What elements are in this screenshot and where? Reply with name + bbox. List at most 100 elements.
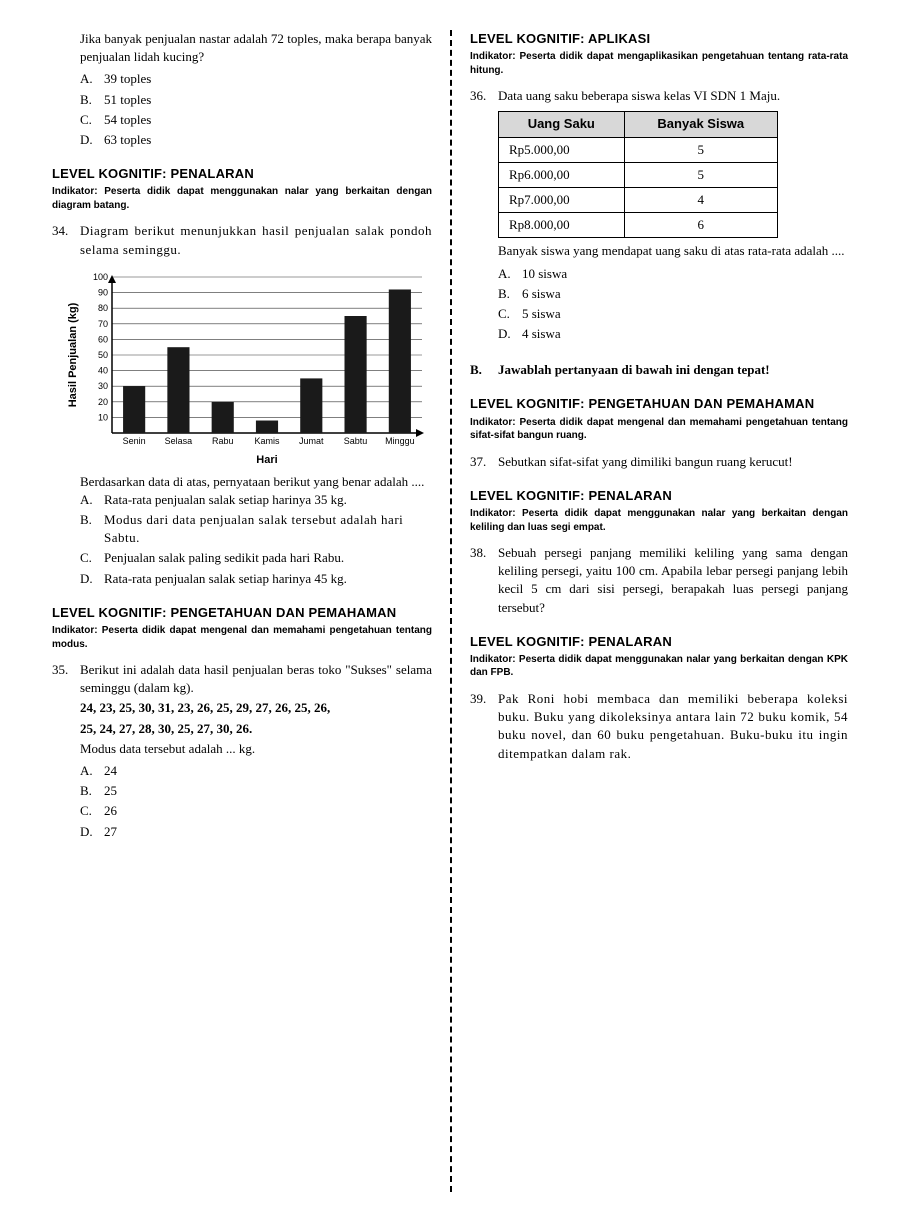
indikator-text: Indikator: Peserta didik dapat menggunak…	[470, 653, 848, 680]
intro-question: Jika banyak penjualan nastar adalah 72 t…	[80, 30, 432, 66]
q35-data1: 24, 23, 25, 30, 31, 23, 26, 25, 29, 27, …	[80, 699, 432, 717]
opt-letter: D.	[80, 823, 104, 841]
q36-text: Data uang saku beberapa siswa kelas VI S…	[498, 87, 848, 105]
question-36: 36. Data uang saku beberapa siswa kelas …	[470, 87, 848, 105]
opt-text: 27	[104, 823, 432, 841]
cell: 6	[624, 213, 777, 238]
svg-text:Minggu: Minggu	[385, 436, 415, 446]
question-37: 37. Sebutkan sifat-sifat yang dimiliki b…	[470, 453, 848, 471]
col-header: Uang Saku	[499, 112, 625, 137]
q38-text: Sebuah persegi panjang memiliki keliling…	[498, 544, 848, 617]
qnum: 37.	[470, 453, 498, 471]
opt-letter: B.	[498, 285, 522, 303]
svg-text:50: 50	[98, 350, 108, 360]
cell: Rp7.000,00	[499, 187, 625, 212]
opt-text: 10 siswa	[522, 265, 848, 283]
section-b: B. Jawablah pertanyaan di bawah ini deng…	[470, 361, 848, 379]
level-heading: LEVEL KOGNITIF: APLIKASI	[470, 30, 848, 48]
cell: 5	[624, 162, 777, 187]
right-column: LEVEL KOGNITIF: APLIKASI Indikator: Pese…	[450, 30, 860, 1192]
q34-options: A.Rata-rata penjualan salak setiap harin…	[80, 491, 432, 588]
opt-text: Modus dari data penjualan salak tersebut…	[104, 511, 432, 547]
list-item: A.10 siswa	[498, 265, 848, 283]
svg-text:20: 20	[98, 396, 108, 406]
opt-letter: A.	[80, 491, 104, 509]
indikator-text: Indikator: Peserta didik dapat menggunak…	[470, 507, 848, 534]
intro-options: A.39 toples B.51 toples C.54 toples D.63…	[80, 70, 432, 149]
qnum: 36.	[470, 87, 498, 105]
indikator-text: Indikator: Peserta didik dapat mengaplik…	[470, 50, 848, 77]
q34-text: Diagram berikut menunjukkan hasil penjua…	[80, 222, 432, 258]
opt-letter: C.	[80, 802, 104, 820]
svg-text:Hari: Hari	[256, 454, 277, 466]
opt-letter: D.	[80, 131, 104, 149]
svg-text:10: 10	[98, 412, 108, 422]
secB-text: Jawablah pertanyaan di bawah ini dengan …	[498, 361, 848, 379]
q36-options: A.10 siswa B.6 siswa C.5 siswa D.4 siswa	[498, 265, 848, 344]
opt-text: 26	[104, 802, 432, 820]
opt-text: Penjualan salak paling sedikit pada hari…	[104, 549, 432, 567]
list-item: A.24	[80, 762, 432, 780]
svg-text:40: 40	[98, 365, 108, 375]
question-35: 35. Berikut ini adalah data hasil penjua…	[52, 661, 432, 697]
uang-saku-table: Uang Saku Banyak Siswa Rp5.000,005 Rp6.0…	[498, 111, 848, 238]
indikator-text: Indikator: Peserta didik dapat mengenal …	[470, 416, 848, 443]
list-item: B.51 toples	[80, 91, 432, 109]
opt-letter: C.	[80, 549, 104, 567]
opt-text: 63 toples	[104, 131, 432, 149]
qnum: 39.	[470, 690, 498, 763]
qnum: 34.	[52, 222, 80, 258]
list-item: B.6 siswa	[498, 285, 848, 303]
q35-options: A.24 B.25 C.26 D.27	[80, 762, 432, 841]
list-item: D.63 toples	[80, 131, 432, 149]
left-column: Jika banyak penjualan nastar adalah 72 t…	[40, 30, 450, 1192]
secB-letter: B.	[470, 361, 498, 379]
svg-text:Kamis: Kamis	[254, 436, 280, 446]
svg-text:80: 80	[98, 303, 108, 313]
svg-text:Hasil Penjualan (kg): Hasil Penjualan (kg)	[67, 302, 79, 407]
opt-text: 51 toples	[104, 91, 432, 109]
opt-text: 6 siswa	[522, 285, 848, 303]
opt-text: 39 toples	[104, 70, 432, 88]
q34-post: Berdasarkan data di atas, pernyataan ber…	[80, 473, 432, 491]
svg-text:Jumat: Jumat	[299, 436, 324, 446]
list-item: C.54 toples	[80, 111, 432, 129]
qnum: 38.	[470, 544, 498, 617]
level-heading: LEVEL KOGNITIF: PENALARAN	[470, 633, 848, 651]
list-item: B.Modus dari data penjualan salak terseb…	[80, 511, 432, 547]
list-item: C.5 siswa	[498, 305, 848, 323]
svg-text:60: 60	[98, 334, 108, 344]
opt-letter: A.	[80, 70, 104, 88]
cell: Rp5.000,00	[499, 137, 625, 162]
svg-text:30: 30	[98, 381, 108, 391]
opt-letter: C.	[498, 305, 522, 323]
bar-chart: 102030405060708090100SeninSelasaRabuKami…	[62, 267, 432, 467]
opt-letter: B.	[80, 91, 104, 109]
question-38: 38. Sebuah persegi panjang memiliki keli…	[470, 544, 848, 617]
list-item: A.Rata-rata penjualan salak setiap harin…	[80, 491, 432, 509]
q35-ask: Modus data tersebut adalah ... kg.	[80, 740, 432, 758]
list-item: D.Rata-rata penjualan salak setiap harin…	[80, 570, 432, 588]
opt-text: Rata-rata penjualan salak setiap harinya…	[104, 491, 432, 509]
opt-text: 25	[104, 782, 432, 800]
opt-text: 54 toples	[104, 111, 432, 129]
level-heading: LEVEL KOGNITIF: PENGETAHUAN DAN PEMAHAMA…	[470, 395, 848, 413]
svg-text:Rabu: Rabu	[212, 436, 234, 446]
opt-letter: B.	[80, 511, 104, 547]
indikator-text: Indikator: Peserta didik dapat mengenal …	[52, 624, 432, 651]
list-item: C.26	[80, 802, 432, 820]
cell: 4	[624, 187, 777, 212]
qnum: 35.	[52, 661, 80, 697]
level-heading: LEVEL KOGNITIF: PENALARAN	[52, 165, 432, 183]
opt-text: 4 siswa	[522, 325, 848, 343]
svg-text:70: 70	[98, 318, 108, 328]
svg-text:90: 90	[98, 287, 108, 297]
q36-post: Banyak siswa yang mendapat uang saku di …	[498, 242, 848, 260]
opt-letter: D.	[498, 325, 522, 343]
list-item: D.4 siswa	[498, 325, 848, 343]
opt-letter: D.	[80, 570, 104, 588]
cell: Rp6.000,00	[499, 162, 625, 187]
col-header: Banyak Siswa	[624, 112, 777, 137]
q39-text: Pak Roni hobi membaca dan memiliki beber…	[498, 690, 848, 763]
list-item: B.25	[80, 782, 432, 800]
